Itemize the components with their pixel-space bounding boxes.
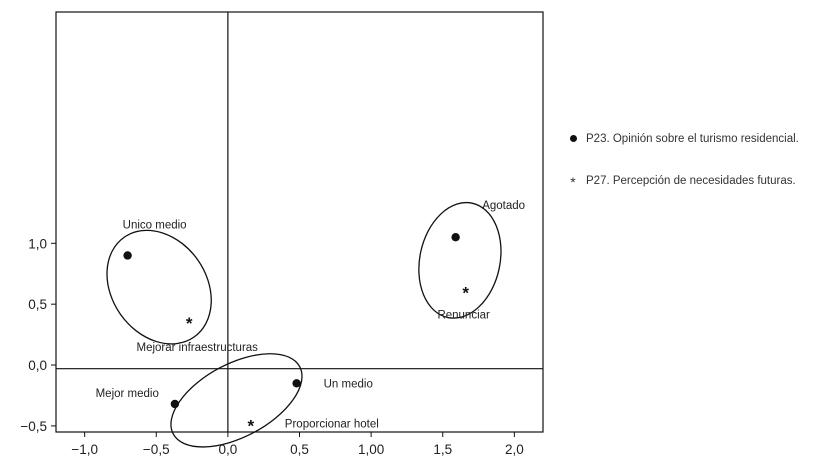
data-label: Mejorar infraestructuras	[136, 342, 258, 354]
group-ellipses	[106, 201, 502, 448]
data-label: Unico medio	[123, 219, 187, 231]
x-tick-label: −0,5	[143, 442, 170, 457]
legend-item-p23: P23. Opinión sobre el turismo residencia…	[560, 133, 799, 145]
y-tick-label: 0,0	[28, 358, 47, 373]
y-tick-label: 1,0	[28, 236, 47, 251]
data-point-star: *	[186, 314, 193, 333]
data-label: Proporcionar hotel	[285, 418, 379, 430]
data-point-dot	[292, 379, 301, 388]
point-labels: Unico medio Agotado Un medio Mejor medio Mej…	[96, 200, 525, 430]
y-tick-label: 0,5	[28, 297, 47, 312]
data-point-dot	[170, 399, 180, 409]
group-ellipse	[418, 201, 502, 319]
group-ellipse	[106, 229, 212, 345]
data-points: * * *	[123, 233, 469, 435]
data-point-dot	[123, 251, 132, 260]
x-tick-label: 2,0	[505, 442, 524, 457]
legend-star-icon: *	[570, 174, 576, 190]
data-point-star: *	[247, 416, 254, 435]
data-label: Mejor medio	[96, 388, 159, 400]
data-label: Un medio	[324, 378, 373, 390]
data-label: Agotado	[482, 200, 525, 212]
legend-dot-icon	[560, 133, 586, 145]
legend-item-p27: * P27. Percepción de necesidades futuras…	[560, 174, 796, 190]
legend-label-p23: P23. Opinión sobre el turismo residencia…	[586, 133, 799, 145]
y-tick-label: −0,5	[20, 419, 47, 434]
x-tick-label: −1,0	[71, 442, 98, 457]
x-tick-label: 0,0	[218, 442, 237, 457]
x-tick-label: 0,5	[290, 442, 309, 457]
data-label: Renunciar	[437, 310, 490, 322]
group-ellipse	[170, 353, 303, 448]
legend-label-p27: P27. Percepción de necesidades futuras.	[586, 174, 796, 187]
data-point-dot	[451, 233, 460, 242]
x-tick-label: 1,5	[433, 442, 452, 457]
data-point-star: *	[462, 284, 469, 303]
axes-layer: −1,0 −0,5 0,0 0,5 1,00 1,5 2,0 −0,5 0,0 0,5 1,0	[20, 11, 544, 457]
x-tick-label: 1,00	[358, 442, 384, 457]
